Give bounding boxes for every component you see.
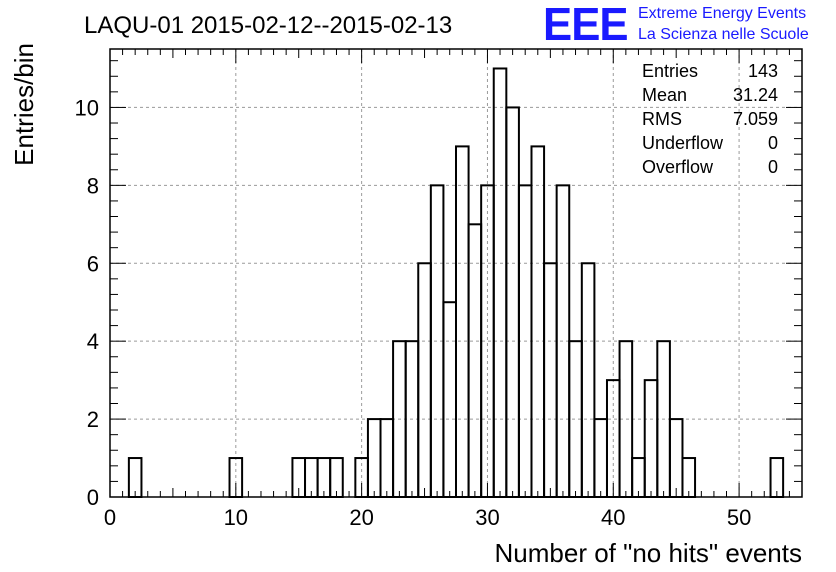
axes (109, 48, 803, 498)
y-tick-label: 8 (87, 173, 99, 198)
stats-label: Overflow (642, 157, 714, 177)
histogram-bar (417, 262, 432, 498)
chart-title: LAQU-01 2015-02-12--2015-02-13 (84, 12, 452, 39)
stats-box: Entries 143 Mean 31.24 RMS 7.059 Underflow 0 Ove… (642, 61, 778, 177)
stats-label: Entries (642, 61, 698, 81)
y-tick-label: 2 (87, 407, 99, 432)
stats-value: 31.24 (733, 85, 778, 105)
histogram-bar (643, 379, 659, 498)
stats-value: 7.059 (733, 109, 778, 129)
histogram-bar (580, 262, 596, 498)
histogram-bar (467, 223, 483, 498)
histogram-bar (543, 262, 558, 498)
histogram-bar (366, 418, 382, 498)
y-tick-label: 4 (87, 329, 99, 354)
histogram-bar (442, 301, 457, 498)
plot-frame (109, 48, 803, 498)
stats-value: 0 (768, 133, 778, 153)
stats-label: Underflow (642, 133, 724, 153)
x-tick-label: 40 (601, 505, 625, 530)
stats-label: Mean (642, 85, 687, 105)
histogram-bar (379, 418, 395, 498)
eee-logo-mark: EEE (543, 0, 629, 50)
histogram-bar (530, 145, 546, 499)
stats-value: 143 (748, 61, 778, 81)
logo-tagline-2: La Scienza nelle Scuole (638, 26, 809, 43)
y-tick-label: 6 (87, 251, 99, 276)
stats-value: 0 (768, 157, 778, 177)
eee-logo: EEE Extreme Energy Events La Scienza nel… (543, 0, 833, 50)
y-tick-label: 10 (75, 95, 99, 120)
y-tick-label: 0 (87, 485, 99, 510)
histogram-bar (668, 418, 684, 498)
histogram-bar (593, 418, 608, 498)
histogram-bar (492, 67, 508, 498)
x-axis-label: Number of "no hits" events (495, 538, 803, 568)
histogram-bar (505, 106, 520, 498)
y-axis-label: Entries/bin (9, 43, 39, 166)
tick-labels: 0 10 20 30 40 50 0 2 4 6 8 10 (75, 95, 752, 530)
histogram-bar (455, 145, 470, 499)
x-tick-label: 0 (104, 505, 116, 530)
x-tick-label: 50 (727, 505, 751, 530)
x-tick-label: 10 (224, 505, 248, 530)
x-tick-label: 30 (475, 505, 499, 530)
x-tick-label: 20 (349, 505, 373, 530)
stats-label: RMS (642, 109, 682, 129)
logo-tagline-1: Extreme Energy Events (638, 5, 807, 22)
tick-marks (109, 49, 803, 498)
